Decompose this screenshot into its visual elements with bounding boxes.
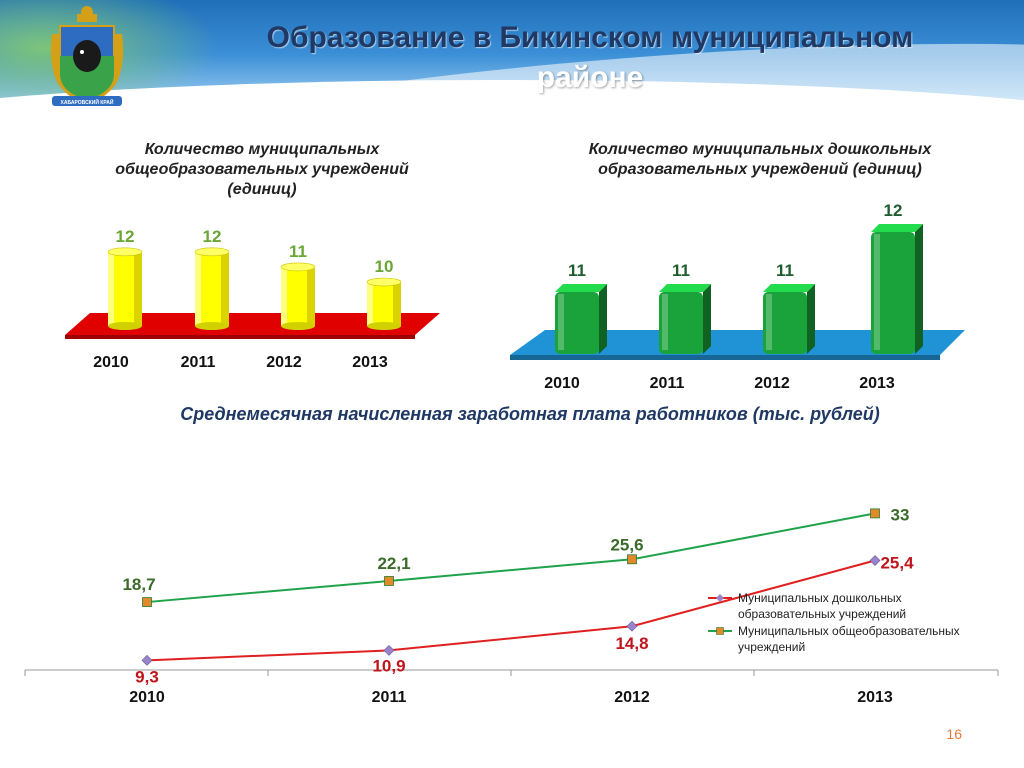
chart-bar-top <box>366 277 402 287</box>
chart-bar-top <box>107 247 143 257</box>
chart-bar-side <box>807 284 815 354</box>
series-marker <box>384 576 394 586</box>
chart-tick-label: 2010 <box>544 375 580 392</box>
series-marker <box>869 555 881 566</box>
chart1-title-line: (единиц) <box>227 181 297 198</box>
page-number: 16 <box>946 726 962 742</box>
data-label: 25,4 <box>880 554 914 573</box>
chart-tick-label: 2010 <box>93 354 129 371</box>
chart-bar-top <box>194 247 230 257</box>
data-label: 18,7 <box>122 575 155 594</box>
legend-label: учреждений <box>738 640 805 654</box>
series-marker <box>383 644 395 656</box>
slide-title-line2: районе <box>536 61 644 94</box>
chart-bar-shade <box>393 282 401 326</box>
chart-bar-highlight <box>662 294 668 350</box>
chart-bar-base <box>281 322 315 330</box>
chart1-title-line: Количество муниципальных <box>144 141 380 158</box>
slide-title: Образование в Бикинском муниципальном ра… <box>160 18 1020 98</box>
legend-marker <box>716 594 724 602</box>
x-tick-label: 2012 <box>614 689 650 706</box>
chart-salary: 2010 2011 2012 2013 9,3 10,9 14,8 25,4 18,7 22,1 2… <box>24 505 999 706</box>
legend-label: образовательных учреждений <box>738 607 906 621</box>
chart-bar-highlight <box>766 294 772 350</box>
chart-bar-highlight <box>874 234 880 350</box>
chart-bar-base <box>195 322 229 330</box>
series-marker <box>627 554 637 565</box>
series-line <box>146 512 876 604</box>
x-tick-label: 2013 <box>857 689 893 706</box>
chart-bar-top <box>555 284 607 292</box>
series-marker <box>141 654 153 666</box>
chart-bar-highlight <box>195 251 201 326</box>
chart2-title-line: Количество муниципальных дошкольных <box>588 141 932 158</box>
chart-tick-label: 2011 <box>181 354 216 371</box>
chart-bar <box>555 292 599 354</box>
chart-bar <box>871 232 915 354</box>
chart-value-label: 12 <box>203 227 222 246</box>
chart-bar-top <box>871 224 923 232</box>
chart-bar-shade <box>307 266 315 326</box>
chart-bar-shade <box>221 251 229 326</box>
chart-schools: 12 2010 12 2011 11 2012 10 2013 <box>65 227 440 371</box>
chart-bar <box>763 292 807 354</box>
chart-floor-edge <box>65 335 415 339</box>
legend-label: Муниципальных дошкольных <box>738 591 902 605</box>
chart-bar-side <box>599 284 607 354</box>
chart-floor <box>65 313 440 335</box>
data-label: 10,9 <box>372 656 405 675</box>
legend-label: Муниципальных общеобразовательных <box>738 624 960 638</box>
chart-value-label: 12 <box>884 201 903 220</box>
chart-bar-top <box>280 262 316 272</box>
chart-tick-label: 2013 <box>352 354 388 371</box>
chart1-title: Количество муниципальных общеобразовател… <box>62 140 462 200</box>
chart-value-label: 11 <box>672 261 690 280</box>
slide-title-line1: Образование в Бикинском муниципальном <box>266 21 914 54</box>
chart1-title-line: общеобразовательных учреждений <box>115 161 409 178</box>
chart-bar-top <box>659 284 711 292</box>
chart-bar-highlight <box>367 282 373 326</box>
chart-bar-top <box>763 284 815 292</box>
chart-bar-base <box>367 322 401 330</box>
data-label: 22,1 <box>377 554 410 573</box>
chart-tick-label: 2013 <box>859 375 895 392</box>
chart-floor-edge <box>510 355 940 360</box>
chart2-title-line: образовательных учреждений (единиц) <box>598 161 922 178</box>
chart-tick-label: 2012 <box>266 354 302 371</box>
data-label: 9,3 <box>135 667 159 686</box>
chart-tick-label: 2011 <box>650 375 685 392</box>
chart-bar-highlight <box>108 251 114 326</box>
series-line <box>146 559 876 662</box>
chart-value-label: 10 <box>375 257 394 276</box>
salary-section-title: Среднемесячная начисленная заработная пл… <box>180 404 880 424</box>
series-marker <box>626 620 638 632</box>
emblem-label: ХАБАРОВСКИЙ КРАЙ <box>61 98 114 106</box>
chart-value-label: 11 <box>776 261 794 280</box>
chart-tick-label: 2012 <box>754 375 790 392</box>
chart-value-label: 12 <box>116 227 135 246</box>
chart-value-label: 11 <box>568 261 586 280</box>
series-marker <box>142 597 152 607</box>
chart-value-label: 11 <box>289 242 307 261</box>
chart2-title: Количество муниципальных дошкольных обра… <box>510 140 1010 180</box>
data-label: 33 <box>891 505 910 524</box>
x-tick-label: 2010 <box>129 689 165 706</box>
chart-bar-side <box>915 224 923 354</box>
khabarovsk-emblem-icon: ХАБАРОВСКИЙ КРАЙ <box>50 6 124 106</box>
data-label: 25,6 <box>610 535 643 554</box>
x-tick-label: 2011 <box>372 689 407 706</box>
chart-bar <box>659 292 703 354</box>
legend-marker <box>716 627 724 635</box>
chart-bar-highlight <box>558 294 564 350</box>
data-label: 14,8 <box>615 634 648 653</box>
chart-bar-side <box>703 284 711 354</box>
chart-kindergartens: 11 2010 11 2011 11 2012 12 2013 <box>510 201 965 392</box>
chart-floor <box>510 330 965 355</box>
chart-bar-highlight <box>281 266 287 326</box>
chart-bar-base <box>108 322 142 330</box>
chart-bar-shade <box>134 251 142 326</box>
series-marker <box>870 508 880 519</box>
